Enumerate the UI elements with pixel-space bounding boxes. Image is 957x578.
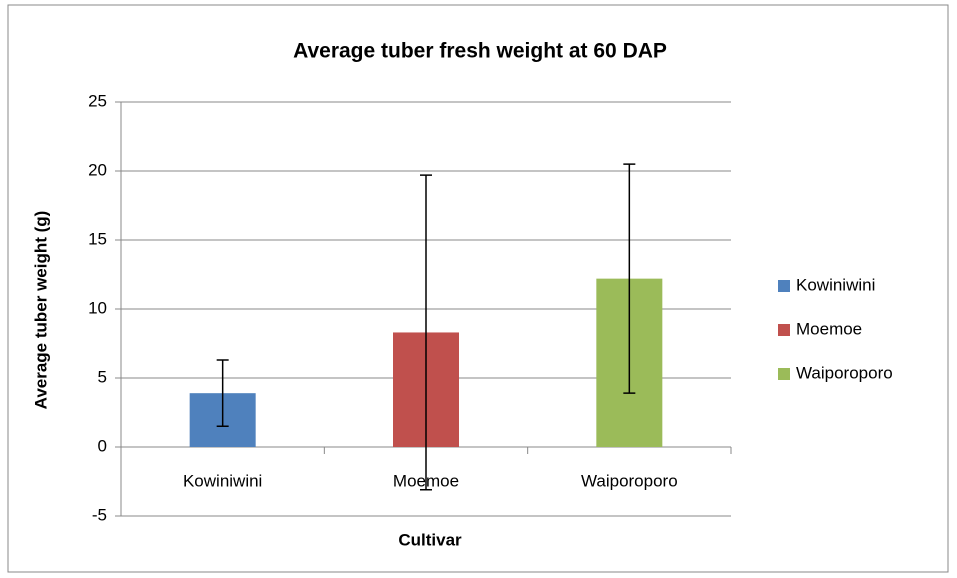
x-axis-label: Cultivar <box>398 530 462 549</box>
legend-swatch <box>778 280 790 292</box>
y-tick-label: 5 <box>98 367 107 386</box>
error-bar <box>420 174 432 491</box>
y-axis-label: Average tuber weight (g) <box>31 211 50 410</box>
legend-label: Waiporoporo <box>796 363 893 382</box>
legend-swatch <box>778 324 790 336</box>
x-tick-label: Kowiniwini <box>183 471 262 490</box>
error-bar <box>216 359 229 428</box>
x-tick-label: Waiporoporo <box>581 471 678 490</box>
y-tick-label: 10 <box>88 298 107 317</box>
y-tick-label: 25 <box>88 91 107 110</box>
y-tick-label: 0 <box>98 436 107 455</box>
x-tick-label: Moemoe <box>393 471 459 490</box>
legend-swatch <box>778 368 790 380</box>
y-tick-label: -5 <box>92 505 107 524</box>
legend-label: Kowiniwini <box>796 275 875 294</box>
y-tick-label: 15 <box>88 229 107 248</box>
y-tick-label: 20 <box>88 160 107 179</box>
chart-border <box>7 4 949 573</box>
error-bar <box>623 163 636 394</box>
legend-label: Moemoe <box>796 319 862 338</box>
chart-title: Average tuber fresh weight at 60 DAP <box>293 40 667 63</box>
